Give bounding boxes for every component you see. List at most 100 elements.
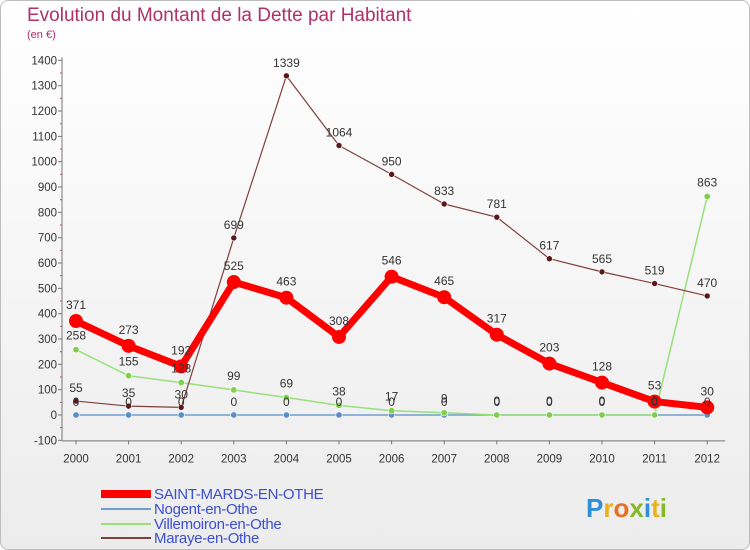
data-label: 699 <box>224 218 244 232</box>
data-point <box>230 386 238 394</box>
data-label: 155 <box>119 355 139 369</box>
data-label: 833 <box>434 184 454 198</box>
y-tick-label: 1100 <box>32 131 57 143</box>
x-tick-label: 2008 <box>484 453 510 465</box>
data-label: 192 <box>171 343 191 357</box>
data-point <box>72 397 80 405</box>
data-point <box>332 329 346 344</box>
x-tick-label: 2006 <box>379 453 405 465</box>
x-tick-label: 2012 <box>694 453 720 465</box>
logo-letter: i <box>643 493 652 523</box>
y-tick-label: 200 <box>38 359 57 371</box>
data-point <box>384 269 399 284</box>
logo-letter: o <box>613 493 630 523</box>
data-label: 0 <box>178 395 185 409</box>
y-tick-label: 800 <box>38 207 57 219</box>
data-label: 463 <box>276 275 296 289</box>
x-tick-label: 2010 <box>589 453 615 465</box>
data-point <box>177 379 185 387</box>
data-point <box>72 411 80 419</box>
data-point <box>177 404 185 411</box>
x-tick-label: 2000 <box>63 453 89 465</box>
data-label: 53 <box>648 379 662 393</box>
legend-item-maraye: Maraye-en-Othe <box>101 530 259 547</box>
data-label: 203 <box>539 341 559 355</box>
y-tick-label: 100 <box>38 385 57 397</box>
x-tick-label: 2003 <box>221 453 247 465</box>
data-label: 30 <box>701 384 715 398</box>
data-label: 565 <box>592 252 612 266</box>
data-label: 308 <box>329 314 349 328</box>
data-label: 99 <box>227 369 241 383</box>
data-label: 863 <box>697 175 717 189</box>
legend-item-saint-mards: SAINT-MARDS-EN-OTHE <box>101 485 324 503</box>
data-point <box>546 255 553 263</box>
data-point <box>282 411 290 419</box>
data-label: 0 <box>73 395 80 409</box>
x-tick-label: 2002 <box>168 453 194 465</box>
data-point <box>174 359 189 374</box>
data-label: 69 <box>280 377 294 391</box>
data-point <box>230 411 238 419</box>
data-point <box>125 372 133 380</box>
data-point <box>125 411 133 419</box>
y-tick-label: 0 <box>51 410 57 422</box>
data-label: 0 <box>599 394 606 408</box>
logo-letter: r <box>603 493 614 523</box>
data-point <box>226 275 241 290</box>
data-point <box>651 280 658 287</box>
series-line <box>75 75 708 409</box>
y-tick-label: 1400 <box>31 55 57 67</box>
data-point <box>545 411 553 419</box>
legend-swatch <box>101 508 151 510</box>
data-label: 17 <box>385 390 399 404</box>
data-point <box>651 411 659 419</box>
data-label: 0 <box>336 395 343 409</box>
data-point <box>283 72 290 80</box>
y-tick-label: 900 <box>38 182 57 194</box>
data-label: 519 <box>645 264 665 278</box>
data-label: 0 <box>441 395 448 409</box>
data-point <box>493 411 501 419</box>
data-label: 0 <box>704 395 711 409</box>
legend-swatch <box>101 523 151 525</box>
data-point <box>230 234 238 242</box>
logo-letter: P <box>586 493 604 523</box>
data-label: 317 <box>487 312 507 326</box>
legend-label: Nogent-en-Othe <box>154 500 258 518</box>
data-point <box>703 292 711 300</box>
data-label: 371 <box>66 298 86 312</box>
legend-swatch <box>101 537 151 539</box>
data-label: 0 <box>283 395 290 409</box>
data-point <box>335 401 343 409</box>
data-label: 525 <box>224 259 244 273</box>
data-point <box>598 411 606 419</box>
data-point <box>700 400 715 415</box>
data-label: 0 <box>388 395 395 409</box>
data-point <box>72 346 80 354</box>
logo-letter: x <box>629 493 644 523</box>
y-tick-label: 1200 <box>31 106 57 118</box>
data-label: 128 <box>171 362 191 376</box>
legend-item-nogent: Nogent-en-Othe <box>101 500 258 518</box>
data-label: 470 <box>697 276 717 290</box>
data-point <box>595 375 609 390</box>
data-label: 0 <box>493 395 500 409</box>
data-point <box>282 394 290 402</box>
data-label: 1064 <box>326 125 353 139</box>
legend-swatch <box>101 490 151 498</box>
y-tick-label: 400 <box>38 309 57 321</box>
data-point <box>177 411 185 419</box>
x-tick-label: 2001 <box>116 453 142 465</box>
legend-label: SAINT-MARDS-EN-OTHE <box>154 485 324 503</box>
x-tick-label: 2009 <box>537 453 563 465</box>
y-tick-label: 300 <box>38 334 57 346</box>
data-label: 0 <box>651 395 658 409</box>
y-tick-label: 500 <box>38 283 57 295</box>
x-tick-label: 2007 <box>431 453 457 465</box>
series-line <box>74 273 708 411</box>
data-label: 35 <box>122 386 136 400</box>
x-tick-label: 2005 <box>326 453 352 465</box>
data-point <box>388 171 395 178</box>
data-label: 0 <box>230 395 237 409</box>
